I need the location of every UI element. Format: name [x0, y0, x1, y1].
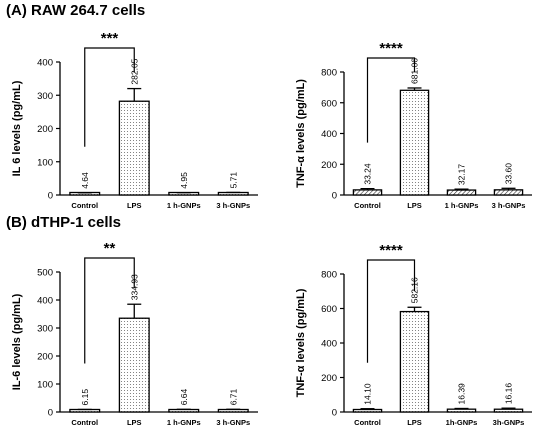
data-label: 33.24 [363, 163, 373, 185]
data-label: 16.39 [457, 383, 467, 405]
x-category-label: 3 h-GNPs [492, 201, 526, 210]
y-tick-label: 500 [37, 268, 53, 279]
significance-stars: **** [379, 242, 403, 259]
y-tick-label: 600 [321, 98, 337, 109]
y-tick-label: 400 [321, 339, 337, 350]
data-label: 32.17 [457, 164, 467, 186]
chart-thp-tnf: 0 200 400 600 800 TNF-α levels (pg/mL) 14.10 Co… [295, 242, 532, 427]
y-tick-label: 400 [37, 296, 53, 307]
y-tick-label: 100 [37, 157, 53, 168]
x-category-label: 1 h-GNPs [445, 201, 479, 210]
y-tick-label: 800 [321, 270, 337, 281]
y-tick-label: 0 [332, 408, 337, 419]
data-label: 4.64 [80, 172, 90, 189]
data-label: 5.71 [228, 172, 238, 189]
x-category-label: 3 h-GNPs [216, 418, 250, 427]
significance-stars: *** [101, 30, 119, 47]
bar [446, 189, 477, 196]
x-category-label: LPS [407, 201, 422, 210]
data-label: 14.10 [363, 383, 373, 405]
y-tick-label: 200 [37, 124, 53, 135]
section-title-a: (A) RAW 264.7 cells [6, 2, 146, 19]
bar [399, 310, 430, 413]
y-axis-label: IL-6 levels (pg/mL) [11, 293, 23, 390]
x-category-label: Control [71, 418, 98, 427]
x-category-label: LPS [407, 418, 422, 427]
x-category-label: 3 h-GNPs [216, 201, 250, 210]
y-tick-label: 600 [321, 304, 337, 315]
bar [493, 189, 524, 196]
x-category-label: Control [354, 418, 381, 427]
y-tick-label: 400 [37, 58, 53, 69]
bar [493, 408, 524, 413]
x-category-label: 1 h-GNPs [167, 418, 201, 427]
bar [446, 408, 477, 413]
bar [118, 100, 150, 196]
y-tick-label: 200 [321, 160, 337, 171]
chart-raw-tnf: 0 200 400 600 800 TNF-α levels (pg/mL) 33.24 Co… [295, 40, 532, 210]
section-title-b: (B) dTHP-1 cells [6, 214, 122, 231]
x-category-label: Control [71, 201, 98, 210]
x-category-label: 3h-GNPs [493, 418, 525, 427]
significance-bracket [84, 47, 135, 147]
x-category-label: LPS [127, 418, 142, 427]
y-tick-label: 0 [332, 191, 337, 202]
y-axis-label: IL 6 levels (pg/mL) [11, 80, 23, 176]
chart-thp-il6: 0 100 200 300 400 500 IL-6 levels (pg/mL) 6.15 C… [11, 240, 258, 427]
x-category-label: 1 h-GNPs [167, 201, 201, 210]
x-category-label: LPS [127, 201, 142, 210]
x-category-label: 1h-GNPs [446, 418, 478, 427]
y-tick-label: 800 [321, 68, 337, 79]
bar [118, 317, 150, 413]
significance-bracket [366, 259, 416, 363]
significance-stars: ** [104, 240, 116, 257]
y-axis-label: TNF-α levels (pg/mL) [295, 288, 307, 397]
x-category-label: Control [354, 201, 381, 210]
y-tick-label: 0 [48, 408, 53, 419]
data-label: 6.64 [179, 388, 189, 405]
data-label: 6.71 [228, 388, 238, 405]
significance-stars: **** [379, 40, 403, 57]
y-tick-label: 400 [321, 129, 337, 140]
bar [352, 408, 383, 413]
bar [352, 189, 383, 196]
y-axis-label: TNF-α levels (pg/mL) [295, 79, 307, 188]
significance-bracket [366, 57, 416, 143]
y-tick-label: 100 [37, 380, 53, 391]
y-tick-label: 0 [48, 191, 53, 202]
bar [399, 89, 430, 196]
significance-bracket [84, 257, 135, 364]
data-label: 4.95 [179, 172, 189, 189]
data-label: 16.16 [504, 383, 514, 405]
y-tick-label: 300 [37, 324, 53, 335]
y-tick-label: 200 [37, 352, 53, 363]
y-tick-label: 300 [37, 91, 53, 102]
chart-raw-il6: 0 100 200 300 400 IL 6 levels (pg/mL) 4.64 Cont… [11, 30, 258, 210]
data-label: 6.15 [80, 389, 90, 406]
y-tick-label: 200 [321, 373, 337, 384]
data-label: 33.60 [504, 163, 514, 185]
